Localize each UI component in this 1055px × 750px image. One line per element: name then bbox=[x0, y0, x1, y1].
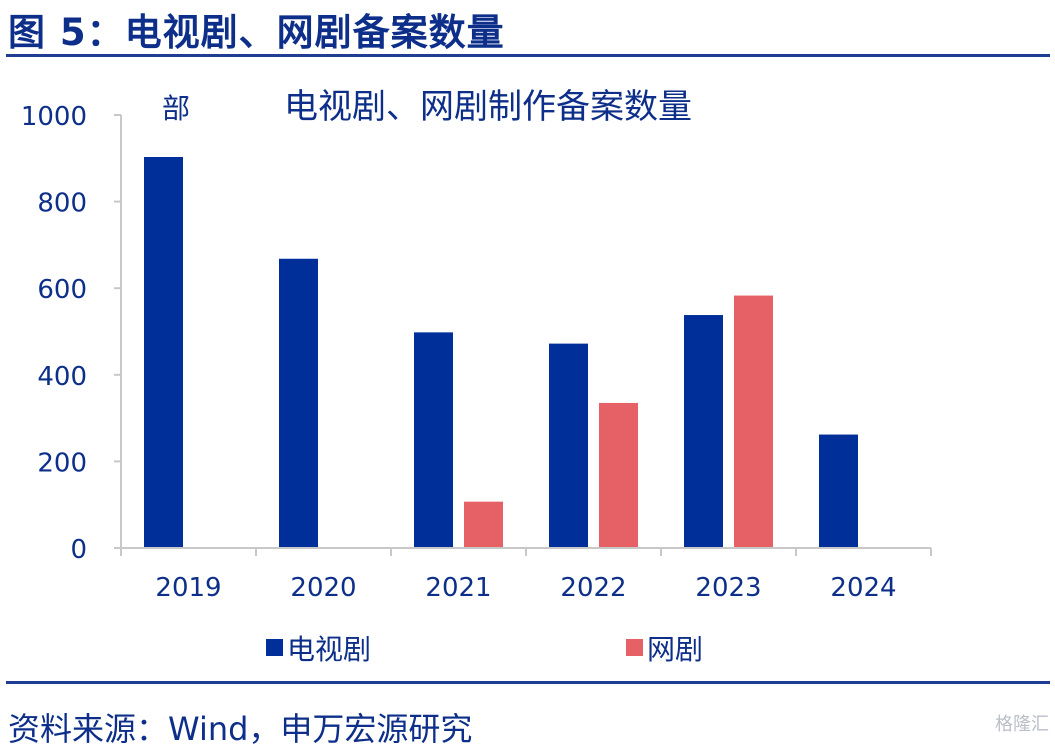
y-tick-label: 1000 bbox=[21, 102, 87, 132]
legend-swatch bbox=[626, 639, 643, 656]
x-tick-label: 2024 bbox=[830, 573, 896, 603]
bar-网剧-2021 bbox=[464, 501, 503, 548]
figure-title: 图 5：电视剧、网剧备案数量 bbox=[8, 11, 505, 54]
y-tick-label: 400 bbox=[37, 362, 87, 392]
bar-chart: 电视剧、网剧制作备案数量 部 0 200 400 600 800 1000 2019 202… bbox=[21, 87, 932, 666]
x-tick-label: 2022 bbox=[560, 573, 626, 603]
source-note: 资料来源：Wind，申万宏源研究 bbox=[8, 710, 473, 748]
bar-电视剧-2020 bbox=[279, 258, 318, 548]
y-tick-label: 600 bbox=[37, 275, 87, 305]
legend: 电视剧 网剧 bbox=[266, 633, 703, 666]
watermark: 格隆汇 bbox=[995, 714, 1049, 735]
top-rule bbox=[6, 54, 1050, 57]
x-tick-label: 2019 bbox=[155, 573, 221, 603]
y-tick-label: 0 bbox=[70, 535, 87, 565]
bar-电视剧-2021 bbox=[414, 332, 453, 548]
bar-网剧-2023 bbox=[734, 295, 773, 548]
y-unit-label: 部 bbox=[162, 92, 190, 125]
x-tick-label: 2021 bbox=[425, 573, 491, 603]
bar-电视剧-2022 bbox=[549, 343, 588, 548]
bottom-rule bbox=[6, 681, 1050, 684]
legend-swatch bbox=[266, 639, 283, 656]
bar-网剧-2022 bbox=[599, 402, 638, 548]
bar-电视剧-2024 bbox=[819, 434, 858, 548]
chart-title: 电视剧、网剧制作备案数量 bbox=[284, 87, 692, 127]
x-axis: 2019 2020 2021 2022 2023 2024 bbox=[120, 547, 932, 603]
y-tick-label: 200 bbox=[37, 448, 87, 478]
x-tick-label: 2020 bbox=[290, 573, 356, 603]
legend-label: 网剧 bbox=[647, 633, 703, 666]
legend-label: 电视剧 bbox=[287, 633, 371, 666]
bar-电视剧-2019 bbox=[144, 157, 183, 548]
x-tick-label: 2023 bbox=[695, 573, 761, 603]
bars bbox=[144, 157, 858, 548]
bar-电视剧-2023 bbox=[684, 315, 723, 548]
y-axis: 0 200 400 600 800 1000 bbox=[21, 102, 122, 565]
y-tick-label: 800 bbox=[37, 189, 87, 219]
